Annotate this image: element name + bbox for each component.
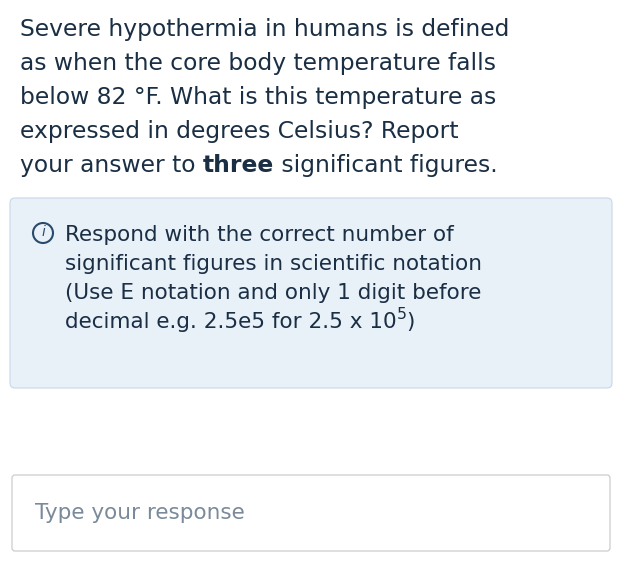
Text: as when the core body temperature falls: as when the core body temperature falls <box>20 52 496 75</box>
Text: ): ) <box>407 312 415 332</box>
Text: Respond with the correct number of: Respond with the correct number of <box>65 225 454 245</box>
Text: Severe hypothermia in humans is defined: Severe hypothermia in humans is defined <box>20 18 509 41</box>
Text: i: i <box>41 225 45 239</box>
Text: decimal e.g. 2.5e5 for 2.5 x 10: decimal e.g. 2.5e5 for 2.5 x 10 <box>65 312 397 332</box>
Text: below 82 °F. What is this temperature as: below 82 °F. What is this temperature as <box>20 86 496 109</box>
Text: Type your response: Type your response <box>35 503 244 523</box>
FancyBboxPatch shape <box>10 198 612 388</box>
Text: significant figures.: significant figures. <box>274 154 498 177</box>
Text: three: three <box>203 154 274 177</box>
FancyBboxPatch shape <box>12 475 610 551</box>
Text: 5: 5 <box>397 307 407 322</box>
Text: significant figures in scientific notation: significant figures in scientific notati… <box>65 254 482 274</box>
Text: expressed in degrees Celsius? Report: expressed in degrees Celsius? Report <box>20 120 458 143</box>
Text: (Use E notation and only 1 digit before: (Use E notation and only 1 digit before <box>65 283 481 303</box>
Text: your answer to: your answer to <box>20 154 203 177</box>
